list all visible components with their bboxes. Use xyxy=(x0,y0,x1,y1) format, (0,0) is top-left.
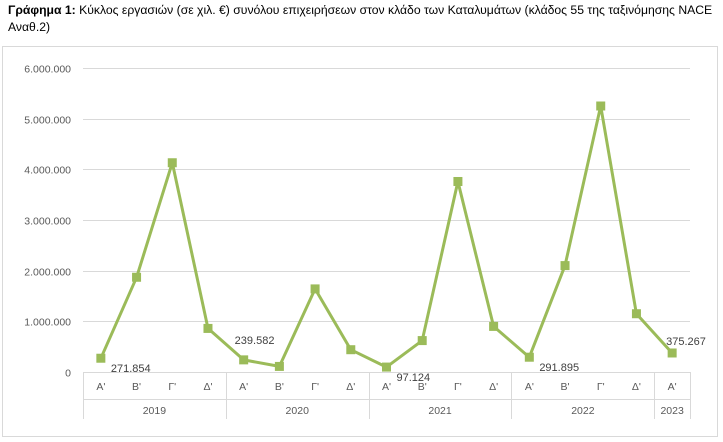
x-group-label: 2023 xyxy=(660,405,684,417)
x-tick-label: Β' xyxy=(275,381,284,393)
data-point xyxy=(560,261,570,271)
data-point xyxy=(310,284,320,294)
x-tick-label: Α' xyxy=(382,381,391,393)
x-group-label: 2021 xyxy=(428,405,452,417)
data-point xyxy=(489,321,499,331)
y-tick-label: 1.000.000 xyxy=(24,317,71,329)
chart-frame xyxy=(2,46,718,437)
data-label: 375.267 xyxy=(666,336,706,348)
data-point xyxy=(667,348,677,358)
y-tick-label: 6.000.000 xyxy=(24,64,71,76)
x-tick-label: Α' xyxy=(239,381,248,393)
data-label: 239.582 xyxy=(235,335,275,347)
data-label: 291.895 xyxy=(539,362,579,374)
data-point xyxy=(417,336,427,346)
data-point xyxy=(274,361,284,371)
x-tick-label: Δ' xyxy=(632,381,641,393)
x-tick-label: Β' xyxy=(418,381,427,393)
x-group-label: 2020 xyxy=(286,405,310,417)
data-point xyxy=(596,101,606,111)
caption-label: Γράφημα 1: xyxy=(8,3,76,17)
data-label: 271.854 xyxy=(111,363,151,375)
y-tick-label: 5.000.000 xyxy=(24,115,71,127)
y-tick-label: 0 xyxy=(65,368,71,380)
x-tick-label: Β' xyxy=(132,381,141,393)
data-point xyxy=(524,352,534,362)
data-point xyxy=(132,272,142,282)
x-tick-label: Γ' xyxy=(454,381,462,393)
caption-text: Κύκλος εργασιών (σε χιλ. €) συνόλου επιχ… xyxy=(8,3,713,34)
x-tick-label: Δ' xyxy=(489,381,498,393)
x-tick-label: Α' xyxy=(668,381,677,393)
y-tick-label: 2.000.000 xyxy=(24,267,71,279)
x-tick-label: Γ' xyxy=(168,381,176,393)
x-tick-label: Γ' xyxy=(597,381,605,393)
data-point xyxy=(382,362,391,372)
x-tick-label: Β' xyxy=(561,381,570,393)
series-line xyxy=(99,104,674,369)
data-point xyxy=(203,323,213,333)
data-point xyxy=(167,158,177,168)
data-label: 97.124 xyxy=(397,372,431,384)
data-point xyxy=(631,309,641,319)
x-tick-label: Α' xyxy=(96,381,105,393)
x-group-label: 2019 xyxy=(143,405,167,417)
y-tick-label: 4.000.000 xyxy=(24,165,71,177)
data-point xyxy=(239,355,249,365)
data-point xyxy=(96,353,106,363)
y-tick-label: 3.000.000 xyxy=(24,216,71,228)
x-group-label: 2022 xyxy=(571,405,595,417)
x-tick-label: Γ' xyxy=(311,381,319,393)
x-tick-label: Δ' xyxy=(346,381,355,393)
chart-caption: Γράφημα 1: Κύκλος εργασιών (σε χιλ. €) σ… xyxy=(8,2,713,36)
x-tick-label: Α' xyxy=(525,381,534,393)
x-tick-label: Δ' xyxy=(203,381,212,393)
data-point xyxy=(453,176,463,186)
data-point xyxy=(346,345,356,355)
